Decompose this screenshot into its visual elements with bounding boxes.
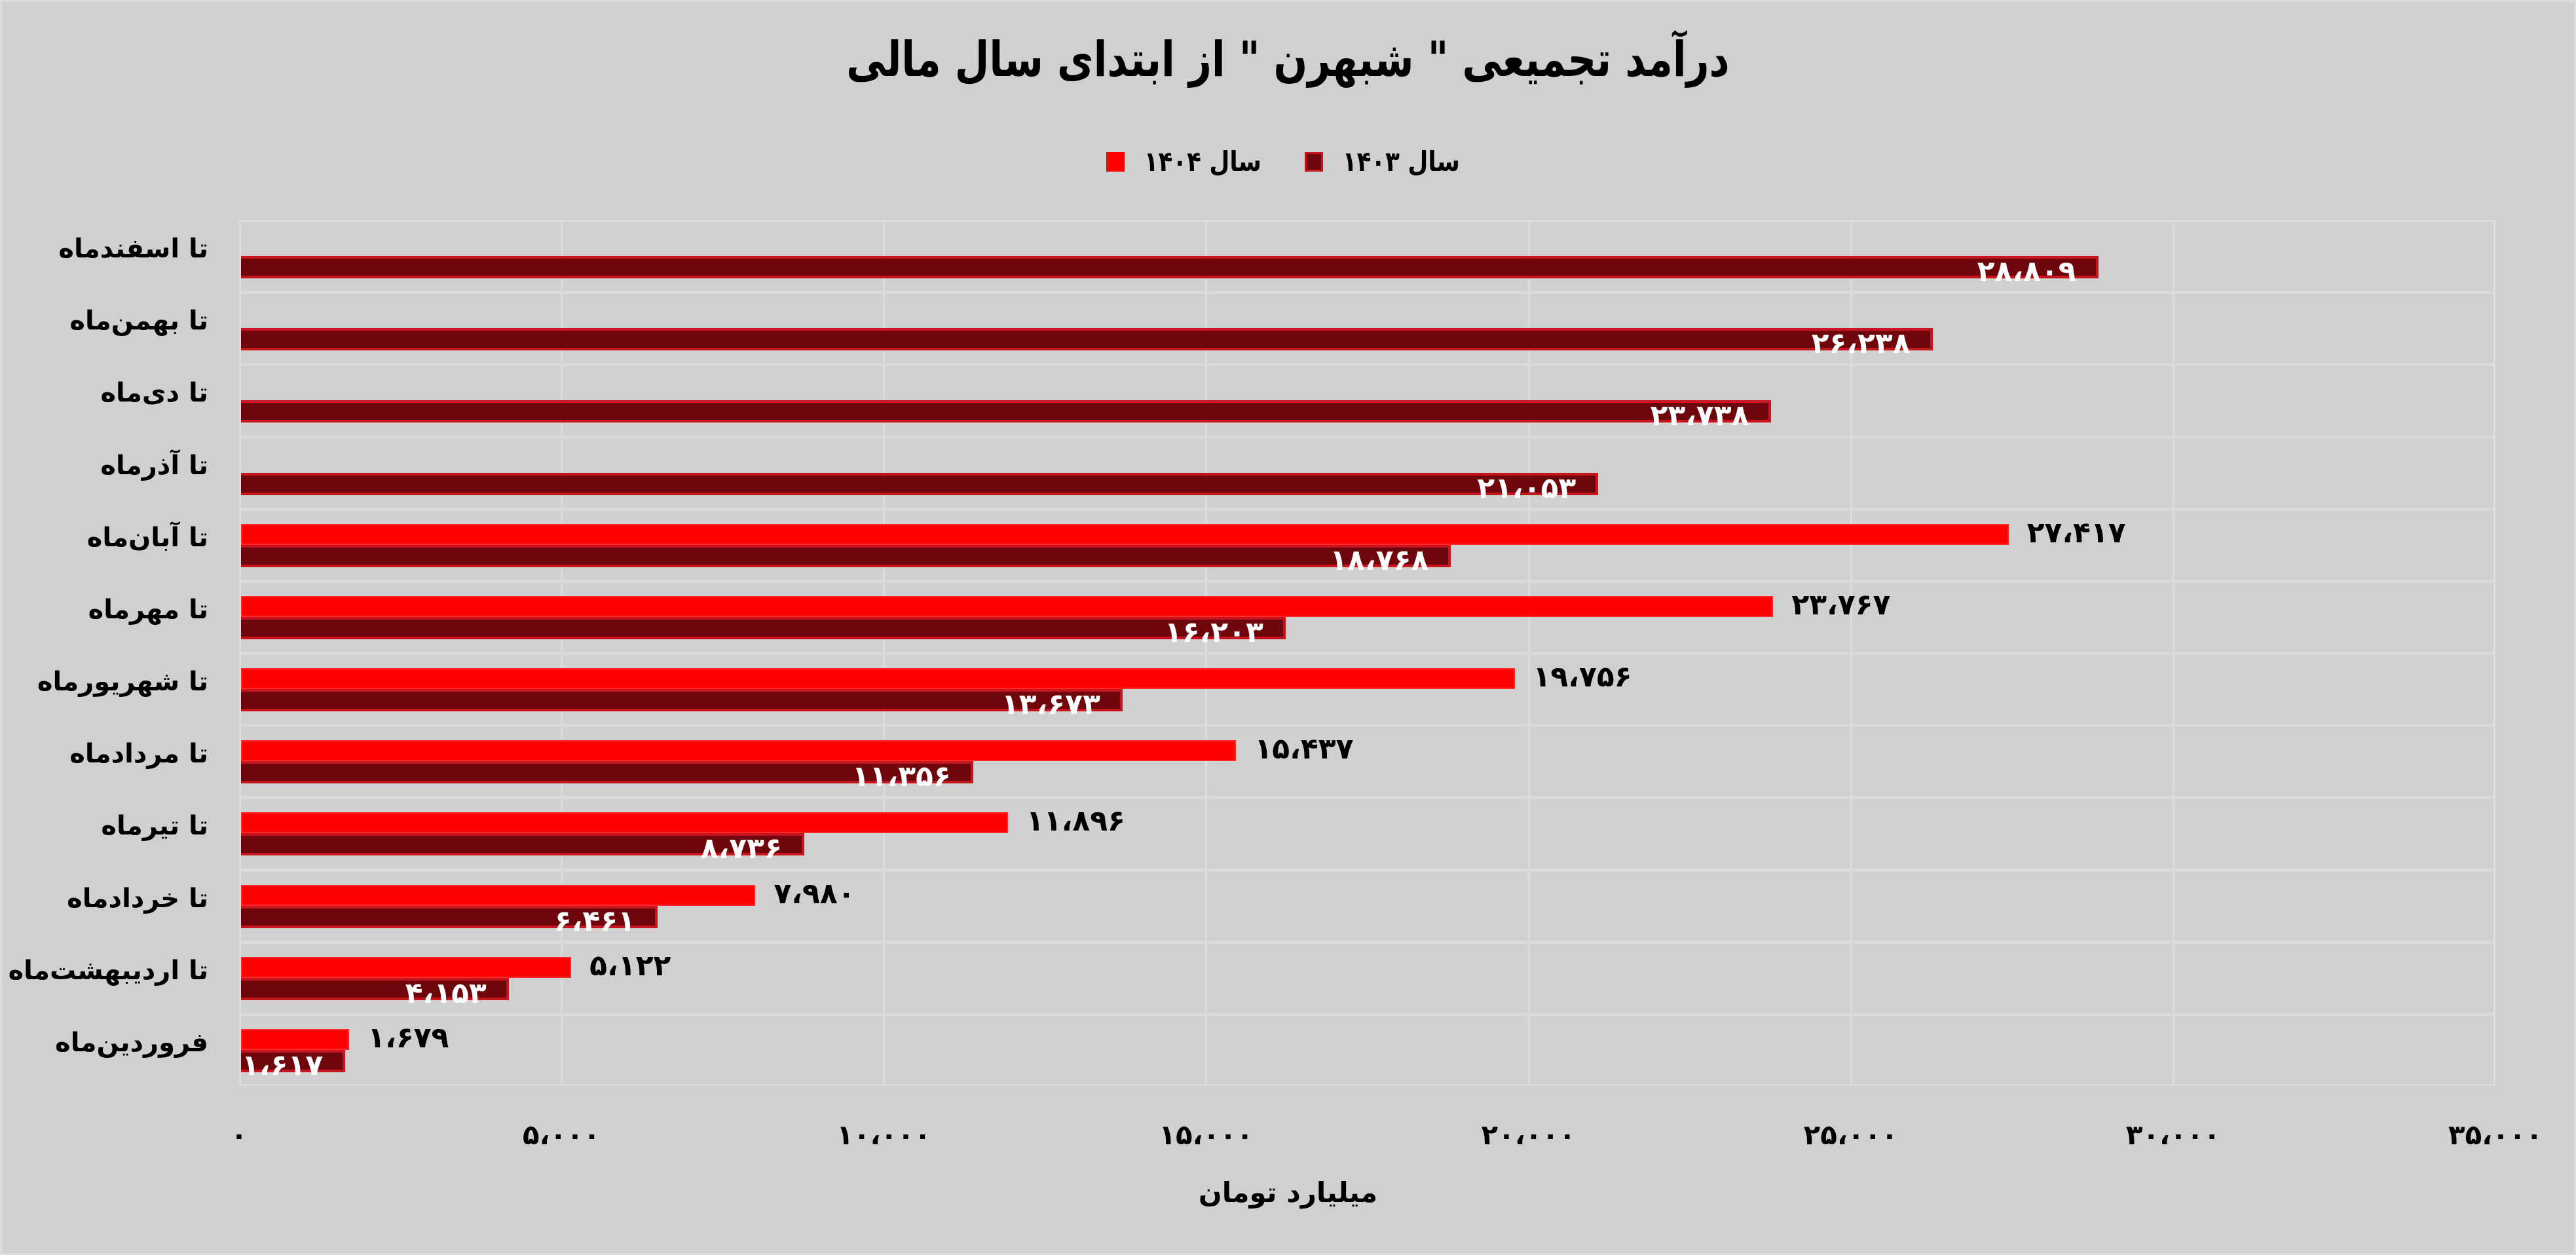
data-label-1403: ۶،۴۶۱ — [553, 904, 635, 938]
gridline-horizontal — [241, 796, 2493, 800]
legend-item-1404[interactable]: سال ۱۴۰۴ — [1106, 145, 1272, 178]
data-label-1403: ۱،۶۱۷ — [242, 1048, 324, 1082]
bar-1404[interactable] — [241, 956, 572, 978]
legend-swatch-1403-icon — [1304, 151, 1323, 172]
plot-area: ۲۸،۸۰۹ ۲۶،۲۳۸ ۲۳،۷۳۸ ۲۱،۰۵۳ ۲۷،۴۱۷ ۱۸،۷۶۸ ۲۳،۷… — [239, 220, 2495, 1086]
category-label: فروردین‌ماه — [55, 1027, 208, 1058]
data-label-1403: ۲۸،۸۰۹ — [1977, 255, 2076, 289]
bar-1404[interactable] — [241, 1028, 350, 1050]
x-axis-title: میلیارد تومان — [1198, 1176, 1378, 1208]
data-label-1403: ۱۶،۲۰۳ — [1164, 615, 1263, 649]
gridline-horizontal — [241, 868, 2493, 872]
gridline-horizontal — [241, 652, 2493, 655]
legend-label-1404: سال ۱۴۰۴ — [1144, 145, 1261, 178]
gridline-horizontal — [241, 724, 2493, 728]
bar-1403[interactable] — [241, 472, 1599, 495]
x-tick-label: ۱۵،۰۰۰ — [1159, 1119, 1254, 1151]
category-label: تا مهرماه — [88, 594, 208, 625]
legend: سال ۱۴۰۳ سال ۱۴۰۴ — [0, 145, 2576, 178]
gridline-horizontal — [241, 507, 2493, 511]
x-tick-label: ۲۰،۰۰۰ — [1481, 1119, 1576, 1151]
category-label: تا تیرماه — [101, 811, 208, 842]
x-tick-label: ۲۵،۰۰۰ — [1803, 1119, 1898, 1151]
category-label: تا بهمن‌ماه — [69, 306, 208, 337]
category-label: تا آذرماه — [100, 450, 208, 481]
data-label-1403: ۴،۱۵۳ — [405, 976, 487, 1010]
data-label-1404: ۲۳،۷۶۷ — [1791, 588, 1891, 622]
bar-1403[interactable] — [241, 833, 804, 856]
bar-1403[interactable] — [241, 400, 1772, 423]
data-label-1404: ۷،۹۸۰ — [774, 876, 855, 910]
bar-1404[interactable] — [241, 523, 2009, 545]
bar-1403[interactable] — [241, 328, 1933, 351]
category-label: تا آبان‌ماه — [86, 522, 208, 553]
category-label: تا دی‌ماه — [100, 378, 208, 409]
data-label-1404: ۱۹،۷۵۶ — [1533, 660, 1632, 694]
x-tick-label: ۵،۰۰۰ — [522, 1119, 601, 1151]
data-label-1404: ۱۵،۴۳۷ — [1254, 732, 1354, 766]
data-label-1404: ۱،۶۷۹ — [367, 1021, 449, 1055]
data-label-1403: ۸،۷۳۶ — [700, 832, 782, 866]
data-label-1404: ۱۱،۸۹۶ — [1026, 804, 1125, 838]
gridline-horizontal — [241, 363, 2493, 367]
category-label: تا اردیبهشت‌ماه — [8, 955, 208, 986]
bar-1403[interactable] — [241, 905, 658, 928]
data-label-1403: ۲۳،۷۳۸ — [1650, 399, 1749, 433]
category-label: تا اسفندماه — [58, 234, 208, 265]
legend-label-1403: سال ۱۴۰۳ — [1342, 145, 1460, 178]
data-label-1403: ۱۸،۷۶۸ — [1330, 543, 1429, 577]
x-tick-label: ۰ — [231, 1119, 248, 1151]
bar-1404[interactable] — [241, 884, 756, 906]
gridline-horizontal — [241, 940, 2493, 944]
bar-1404[interactable] — [241, 740, 1237, 762]
bar-1403[interactable] — [241, 616, 1286, 639]
legend-item-1403[interactable]: سال ۱۴۰۳ — [1304, 145, 1470, 178]
bar-1404[interactable] — [241, 668, 1515, 690]
x-tick-label: ۱۰،۰۰۰ — [836, 1119, 931, 1151]
gridline-horizontal — [241, 435, 2493, 439]
bar-1403[interactable] — [241, 689, 1123, 712]
legend-swatch-1404-icon — [1106, 151, 1125, 172]
data-label-1403: ۱۳،۶۷۳ — [1001, 688, 1100, 722]
gridline-horizontal — [241, 1012, 2493, 1016]
bar-1403[interactable] — [241, 544, 1451, 567]
data-label-1403: ۱۱،۳۵۶ — [851, 760, 951, 794]
category-label: تا خردادماه — [67, 883, 208, 914]
gridline-horizontal — [241, 291, 2493, 295]
bar-1403[interactable] — [241, 761, 973, 784]
category-label: تا مردادماه — [69, 739, 208, 770]
gridline-horizontal — [241, 579, 2493, 583]
data-label-1403: ۲۶،۲۳۸ — [1811, 327, 1911, 361]
chart-title: درآمد تجمیعی " شبهرن " از ابتدای سال مال… — [846, 31, 1730, 88]
category-label: تا شهریورماه — [37, 667, 208, 698]
x-tick-label: ۳۰،۰۰۰ — [2125, 1119, 2220, 1151]
bar-1404[interactable] — [241, 595, 1774, 617]
bar-1403[interactable] — [241, 256, 2099, 279]
bar-1404[interactable] — [241, 812, 1008, 834]
data-label-1404: ۵،۱۲۲ — [589, 948, 671, 983]
x-tick-label: ۳۵،۰۰۰ — [2448, 1119, 2543, 1151]
bar-1403[interactable] — [241, 977, 509, 1000]
bar-1403[interactable] — [241, 1049, 346, 1072]
data-label-1403: ۲۱،۰۵۳ — [1477, 471, 1577, 505]
data-label-1404: ۲۷،۴۱۷ — [2026, 515, 2126, 550]
